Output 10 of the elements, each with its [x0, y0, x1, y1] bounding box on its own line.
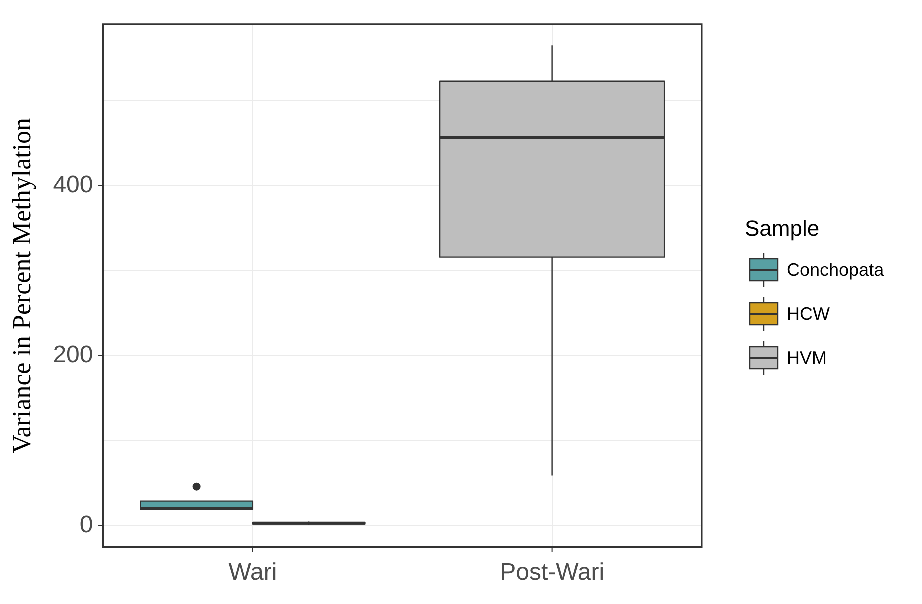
y-tick-label: 400 [53, 172, 94, 199]
y-axis-title: Variance in Percent Methylation [7, 118, 36, 454]
legend-label: HVM [787, 348, 827, 368]
y-tick-label: 200 [53, 342, 94, 369]
legend-title: Sample [745, 216, 820, 242]
x-tick-label: Post-Wari [500, 559, 605, 586]
y-tick-label: 0 [80, 512, 94, 539]
x-tick-label: Wari [228, 559, 278, 586]
legend-label: Conchopata [787, 260, 886, 280]
legend-label: HCW [787, 304, 830, 324]
